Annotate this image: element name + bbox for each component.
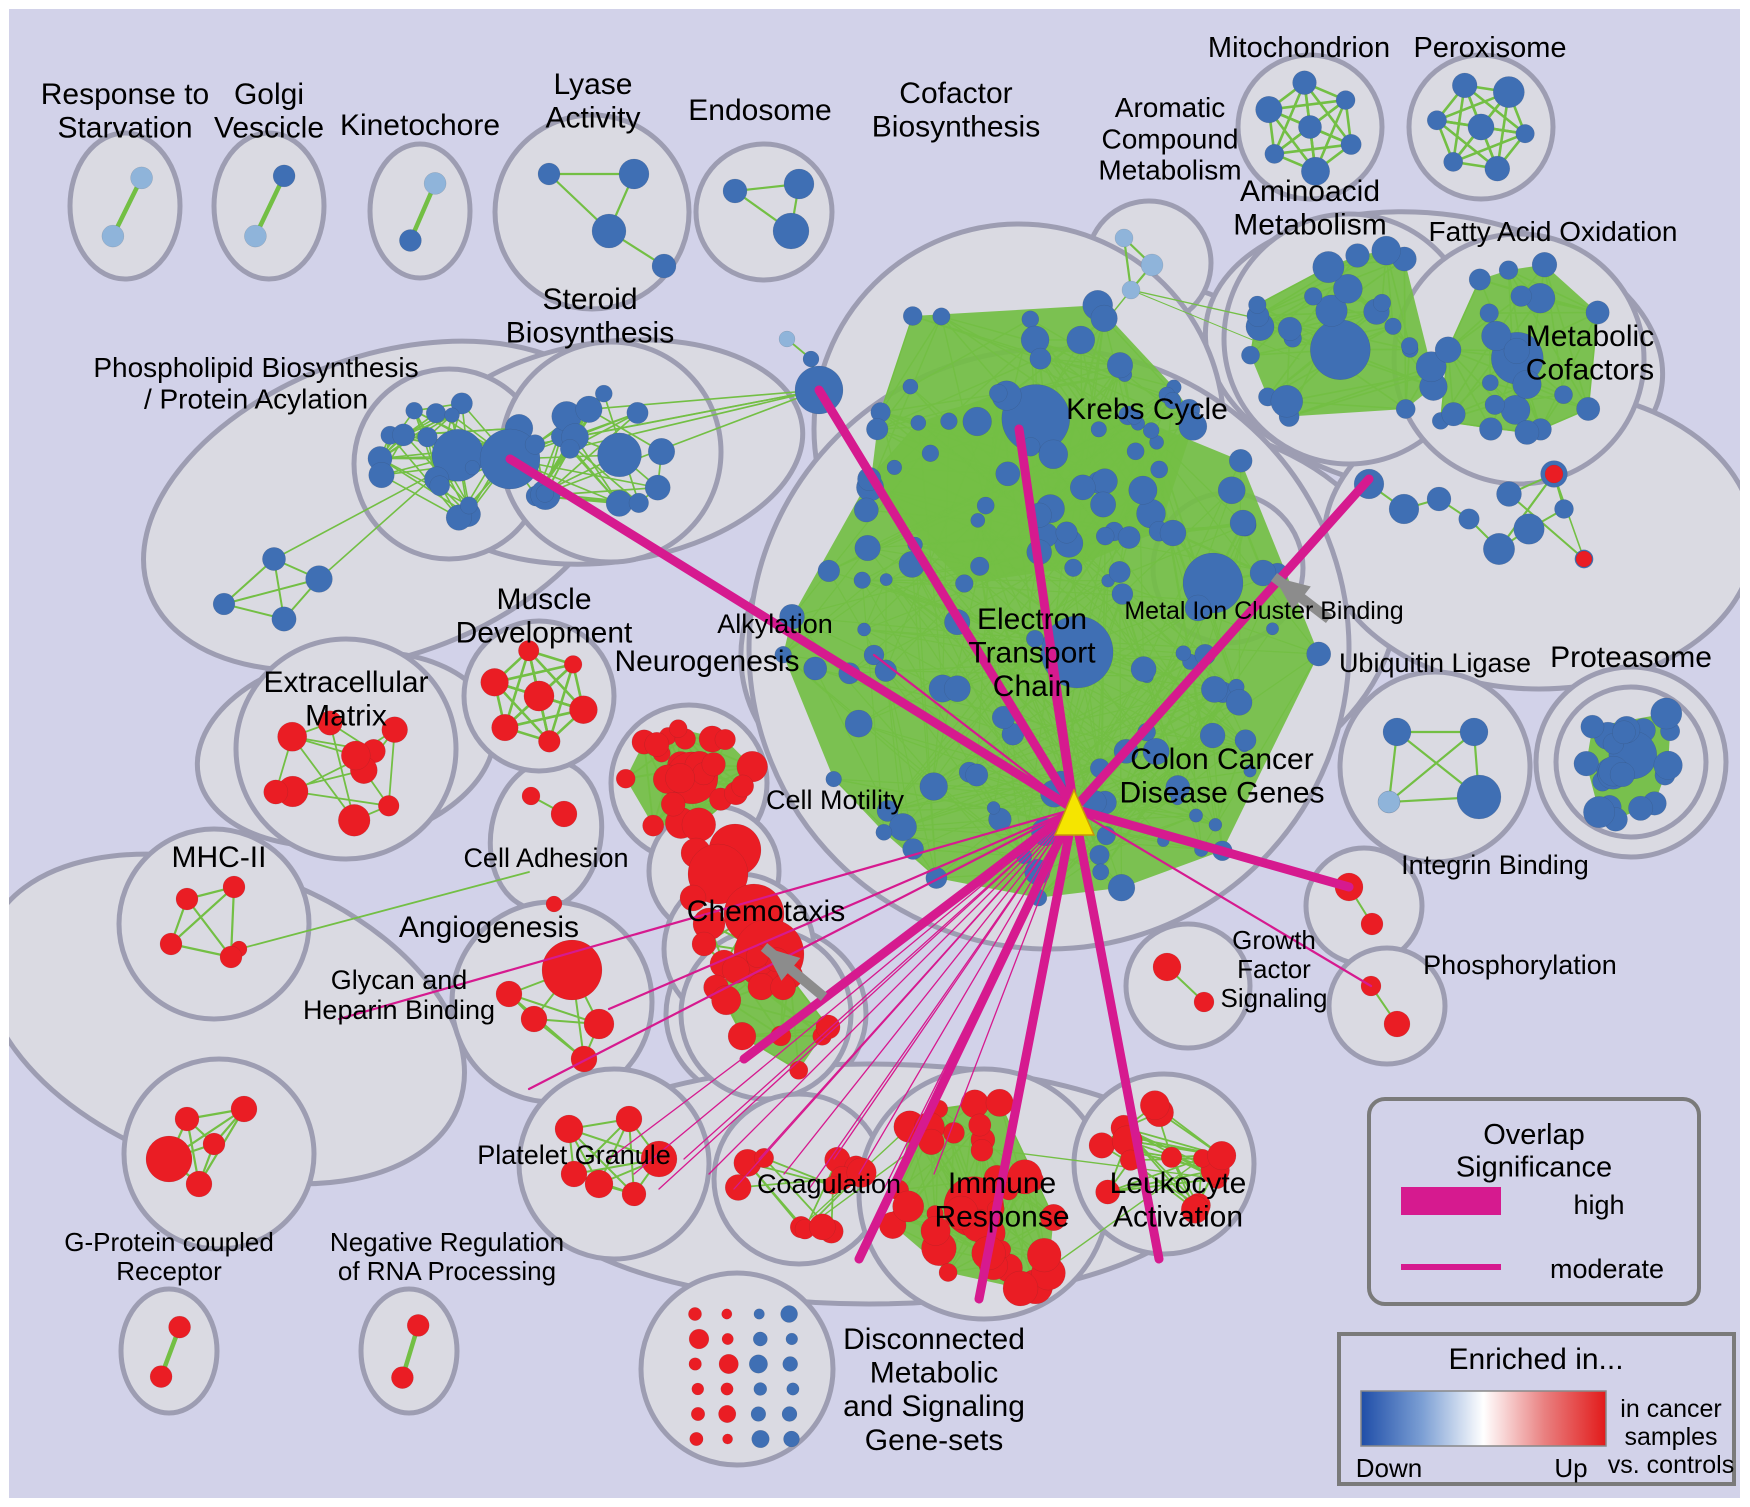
- svg-text:Up: Up: [1554, 1453, 1587, 1483]
- svg-text:Starvation: Starvation: [57, 112, 192, 145]
- svg-text:Integrin Binding: Integrin Binding: [1401, 850, 1589, 880]
- svg-text:Alkylation: Alkylation: [717, 609, 833, 639]
- svg-text:Disease Genes: Disease Genes: [1119, 777, 1324, 810]
- svg-text:Cofactors: Cofactors: [1526, 354, 1654, 387]
- svg-text:Disconnected: Disconnected: [843, 1323, 1025, 1356]
- svg-text:Negative Regulation: Negative Regulation: [330, 1227, 564, 1257]
- svg-text:/ Protein Acylation: / Protein Acylation: [144, 383, 368, 414]
- svg-text:high: high: [1573, 1190, 1624, 1220]
- svg-text:Endosome: Endosome: [688, 94, 831, 127]
- svg-text:in cancer: in cancer: [1620, 1395, 1721, 1423]
- svg-text:vs. controls: vs. controls: [1608, 1451, 1734, 1479]
- svg-text:Phosphorylation: Phosphorylation: [1423, 950, 1617, 980]
- svg-text:samples: samples: [1624, 1423, 1717, 1451]
- svg-text:Compound: Compound: [1102, 123, 1239, 154]
- svg-text:Cell Adhesion: Cell Adhesion: [463, 843, 628, 873]
- svg-text:Gene-sets: Gene-sets: [865, 1424, 1003, 1457]
- svg-text:Metal Ion Cluster Binding: Metal Ion Cluster Binding: [1124, 597, 1403, 625]
- svg-text:Golgi: Golgi: [234, 78, 304, 111]
- svg-text:Fatty Acid Oxidation: Fatty Acid Oxidation: [1428, 216, 1677, 247]
- svg-text:Chemotaxis: Chemotaxis: [687, 895, 845, 928]
- svg-text:Colon Cancer: Colon Cancer: [1130, 743, 1313, 776]
- svg-text:Response: Response: [934, 1201, 1069, 1234]
- svg-text:Angiogenesis: Angiogenesis: [399, 911, 579, 944]
- svg-text:Mitochondrion: Mitochondrion: [1208, 32, 1390, 64]
- svg-text:Biosynthesis: Biosynthesis: [872, 111, 1040, 144]
- svg-text:Neurogenesis: Neurogenesis: [614, 645, 799, 678]
- svg-text:Down: Down: [1356, 1453, 1422, 1483]
- svg-text:Steroid: Steroid: [542, 283, 637, 316]
- svg-text:Kinetochore: Kinetochore: [340, 109, 500, 142]
- svg-text:G-Protein coupled: G-Protein coupled: [64, 1227, 274, 1257]
- svg-text:Aminoacid: Aminoacid: [1240, 175, 1380, 208]
- svg-text:Electron: Electron: [977, 603, 1087, 636]
- svg-text:Factor: Factor: [1237, 954, 1311, 984]
- svg-text:Glycan and: Glycan and: [331, 965, 468, 995]
- svg-text:Transport: Transport: [968, 637, 1096, 670]
- svg-text:Metabolism: Metabolism: [1098, 155, 1241, 186]
- svg-text:Activation: Activation: [1113, 1201, 1243, 1234]
- svg-text:Enriched in...: Enriched in...: [1448, 1343, 1623, 1376]
- svg-text:Muscle: Muscle: [496, 583, 591, 616]
- svg-text:Metabolic: Metabolic: [1526, 320, 1654, 353]
- svg-text:moderate: moderate: [1550, 1254, 1664, 1284]
- svg-text:Metabolic: Metabolic: [870, 1357, 998, 1390]
- svg-text:Phospholipid Biosynthesis: Phospholipid Biosynthesis: [93, 352, 418, 383]
- svg-text:Extracellular: Extracellular: [263, 666, 428, 699]
- svg-text:Metabolism: Metabolism: [1233, 209, 1386, 242]
- svg-text:MHC-II: MHC-II: [172, 841, 267, 874]
- svg-text:Lyase: Lyase: [554, 68, 633, 101]
- svg-text:Significance: Significance: [1456, 1152, 1612, 1184]
- svg-text:Matrix: Matrix: [305, 700, 387, 733]
- svg-text:Platelet Granule: Platelet Granule: [477, 1140, 671, 1170]
- svg-text:Peroxisome: Peroxisome: [1413, 32, 1566, 64]
- svg-text:Heparin Binding: Heparin Binding: [303, 995, 495, 1025]
- svg-text:Cofactor: Cofactor: [899, 77, 1012, 110]
- svg-text:Activity: Activity: [545, 102, 640, 135]
- svg-text:Immune: Immune: [948, 1167, 1056, 1200]
- svg-text:Cell Motility: Cell Motility: [766, 785, 905, 815]
- svg-text:Krebs Cycle: Krebs Cycle: [1066, 393, 1228, 426]
- svg-text:Coagulation: Coagulation: [757, 1169, 901, 1199]
- svg-text:Leukocyte: Leukocyte: [1110, 1167, 1247, 1200]
- svg-text:Overlap: Overlap: [1483, 1119, 1585, 1151]
- svg-text:and Signaling: and Signaling: [843, 1390, 1025, 1423]
- svg-text:Response to: Response to: [41, 78, 209, 111]
- svg-text:Biosynthesis: Biosynthesis: [506, 317, 674, 350]
- svg-text:of RNA Processing: of RNA Processing: [338, 1256, 556, 1286]
- svg-text:Growth: Growth: [1232, 925, 1316, 955]
- svg-text:Receptor: Receptor: [116, 1256, 222, 1286]
- svg-text:Ubiquitin Ligase: Ubiquitin Ligase: [1339, 648, 1531, 678]
- svg-text:Aromatic: Aromatic: [1115, 92, 1225, 123]
- svg-text:Proteasome: Proteasome: [1550, 641, 1712, 674]
- svg-text:Development: Development: [456, 617, 633, 650]
- svg-text:Signaling: Signaling: [1221, 983, 1328, 1013]
- svg-text:Chain: Chain: [993, 670, 1071, 703]
- svg-text:Vescicle: Vescicle: [214, 112, 324, 145]
